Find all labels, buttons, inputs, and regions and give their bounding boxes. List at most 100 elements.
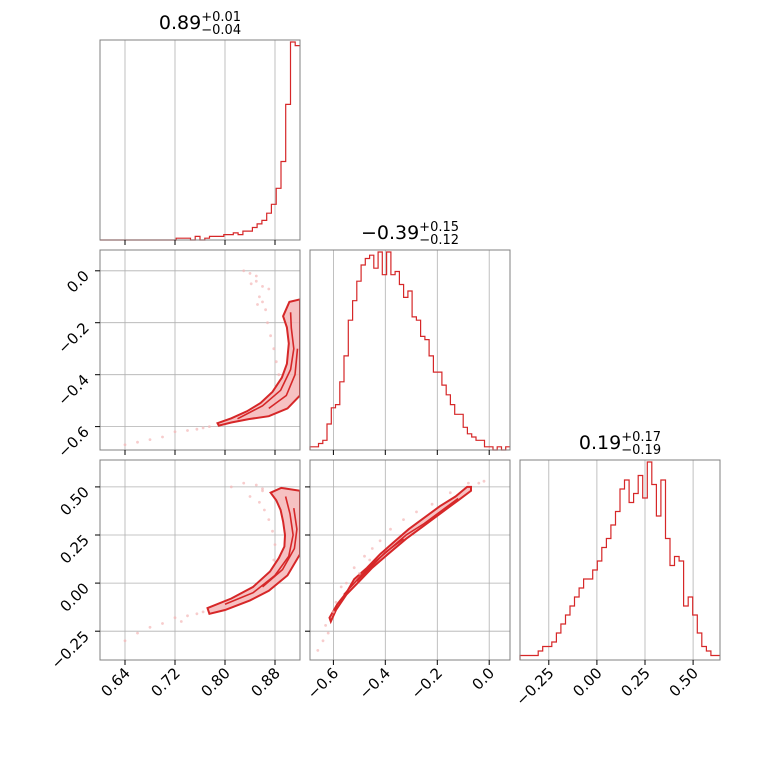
data-lines (100, 41, 720, 660)
panel-frame-r2c1 (309, 459, 511, 661)
sample-point-0-6 (261, 300, 264, 304)
sample-point-2-4 (334, 600, 338, 604)
x-tick-label-param-1-0: −0.6 (304, 664, 342, 702)
panel-frame-r0c0 (99, 39, 301, 241)
sample-point-0-9 (249, 282, 253, 286)
sample-point-0-2 (254, 279, 258, 283)
sample-point-0-8 (256, 303, 259, 306)
axis-ticks (95, 240, 694, 665)
sample-point-1-15 (148, 625, 152, 629)
panel-frames (99, 39, 721, 661)
x-tick-label-param-0-1: 0.72 (147, 664, 183, 700)
sample-point-2-8 (370, 547, 374, 550)
contour-inner-pair-1-0 (224, 496, 294, 605)
param-title-1: −0.39+0.15 −0.12 (361, 220, 459, 248)
sample-point-0-21 (136, 440, 139, 444)
sample-point-1-13 (195, 612, 199, 616)
sample-point-1-1 (254, 483, 258, 487)
contour-inner-pair-0-1 (268, 348, 299, 410)
histogram-param-1 (309, 251, 510, 451)
panel-frame-r1c1 (309, 249, 511, 451)
sample-point-2-1 (321, 639, 325, 643)
sample-point-2-13 (430, 502, 434, 506)
sample-point-1-6 (267, 518, 271, 521)
sample-point-2-0 (316, 649, 320, 652)
gridlines (100, 40, 694, 660)
sample-point-2-7 (363, 554, 366, 558)
x-tick-label-param-0-2: 0.80 (197, 664, 233, 700)
sample-point-2-21 (339, 585, 343, 589)
param-title-value-0: 0.89 (159, 12, 201, 34)
sample-point-1-5 (263, 508, 266, 512)
panel-frame-r2c2 (519, 459, 721, 661)
sample-point-2-6 (352, 566, 356, 570)
sample-point-2-19 (368, 558, 372, 562)
panel-frame-r1c0 (99, 249, 301, 451)
sample-point-1-4 (258, 500, 261, 504)
sample-point-2-3 (324, 624, 327, 627)
sample-point-1-19 (229, 485, 233, 489)
histogram-param-2 (519, 461, 720, 660)
param-title-minus-1: −0.12 (419, 233, 459, 248)
sample-point-0-4 (267, 287, 271, 291)
sample-point-2-10 (389, 527, 392, 531)
sample-point-0-7 (264, 308, 267, 312)
contour-outer-pair-0 (216, 298, 300, 427)
param-title-2: 0.19+0.17 −0.19 (579, 430, 661, 458)
y-tick-label-param-2-1: 0.00 (56, 579, 92, 615)
sample-point-0-22 (123, 443, 127, 447)
x-tick-label-param-1-3: 0.0 (468, 664, 498, 694)
y-tick-label-param-2-0: −0.25 (48, 627, 93, 672)
sample-point-2-20 (332, 610, 335, 614)
sample-point-1-12 (186, 614, 189, 618)
sample-point-0-11 (269, 334, 272, 338)
sample-point-0-20 (148, 438, 152, 441)
contour-inner-pair-1-1 (261, 507, 298, 588)
sample-point-0-15 (161, 435, 164, 439)
sample-point-1-11 (173, 616, 177, 620)
sample-point-0-14 (277, 373, 281, 377)
contour-inner-pair-2-1 (356, 538, 404, 582)
sample-point-2-9 (378, 539, 382, 543)
param-title-value-2: 0.19 (579, 432, 621, 454)
sample-point-1-10 (161, 622, 164, 625)
sample-points (123, 269, 486, 652)
sample-point-1-18 (261, 489, 264, 493)
contour-outer-pair-2 (328, 485, 472, 625)
sample-point-1-9 (272, 558, 276, 562)
param-title-plus-0: +0.01 (201, 10, 241, 25)
sample-point-0-1 (248, 272, 252, 275)
sample-point-0-17 (186, 429, 189, 432)
contour-inner-pair-0-0 (237, 312, 295, 420)
x-tick-label-param-0-3: 0.88 (247, 664, 283, 700)
x-tick-label-param-2-0: −0.25 (512, 664, 557, 709)
y-tick-label-param-1-2: −0.2 (54, 319, 92, 357)
sample-point-0-19 (201, 426, 205, 430)
x-tick-label-param-2-1: 0.00 (569, 664, 605, 700)
x-tick-label-param-1-2: −0.2 (408, 664, 446, 702)
y-tick-label-param-2-2: 0.25 (56, 531, 92, 567)
sample-point-0-5 (258, 295, 261, 299)
sample-point-0-12 (272, 347, 276, 351)
sample-point-0-23 (208, 425, 211, 428)
sample-point-0-10 (266, 321, 269, 325)
histogram-param-0 (100, 41, 300, 241)
param-title-plus-1: +0.15 (419, 220, 459, 235)
sample-point-2-12 (415, 510, 418, 514)
sample-point-2-14 (448, 491, 452, 495)
sample-point-0-16 (173, 430, 177, 434)
sample-point-1-16 (136, 631, 139, 635)
sample-point-0-18 (195, 427, 199, 431)
param-title-minus-2: −0.19 (621, 443, 661, 458)
contour-outer-pair-1 (206, 486, 300, 615)
y-tick-label-param-2-3: 0.50 (56, 483, 92, 519)
x-tick-label-param-0-0: 0.64 (97, 664, 133, 700)
sample-point-2-18 (358, 572, 361, 575)
sample-point-1-7 (271, 529, 274, 533)
axis-labels: 0.89+0.01 −0.04−0.39+0.15 −0.120.19+0.17 −0… (48, 10, 702, 709)
sample-point-2-16 (477, 481, 481, 485)
sample-point-0-13 (274, 360, 278, 364)
x-tick-label-param-2-3: 0.50 (666, 664, 702, 700)
y-tick-label-param-1-1: −0.4 (54, 371, 92, 409)
